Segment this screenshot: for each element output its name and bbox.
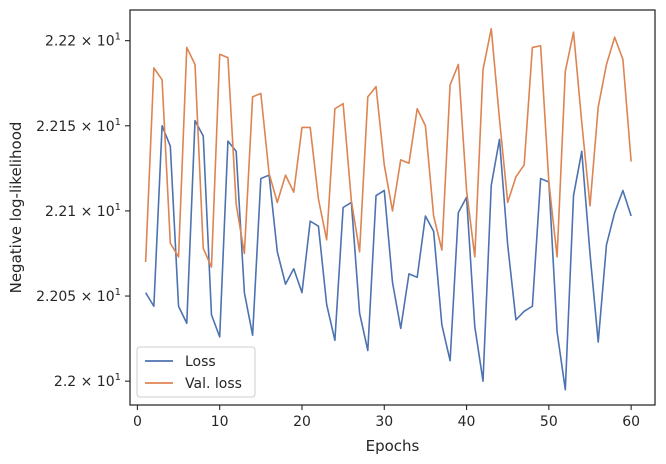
x-tick-label: 40 [458,414,476,430]
x-axis: 0 10 20 30 40 50 60 [133,405,640,430]
legend-box [136,346,256,398]
y-axis: 2.2 × 101 2.205 × 101 2.21 × 101 2.215 × 10… [36,32,130,390]
x-tick-label: 60 [622,414,640,430]
y-tick-label: 2.215 × 101 [36,117,121,135]
y-tick-label: 2.22 × 101 [45,32,121,50]
plot-frame [129,9,656,406]
x-tick-label: 50 [540,414,558,430]
y-axis-title: Negative log-likelihood [7,122,25,294]
x-axis-title: Epochs [366,437,420,455]
y-tick-label: 2.2 × 101 [54,372,121,390]
legend: Loss Val. loss [136,346,256,398]
y-tick-label: 2.205 × 101 [36,287,121,305]
x-tick-label: 10 [211,414,229,430]
x-tick-label: 20 [293,414,311,430]
legend-label: Val. loss [185,376,242,392]
y-tick-label: 2.21 × 101 [45,202,121,220]
series-layer [144,27,632,391]
series-line-1 [144,27,632,268]
series-line-0 [144,119,632,391]
x-tick-label: 30 [375,414,393,430]
x-tick-label: 0 [133,414,142,430]
legend-label: Loss [185,354,216,370]
